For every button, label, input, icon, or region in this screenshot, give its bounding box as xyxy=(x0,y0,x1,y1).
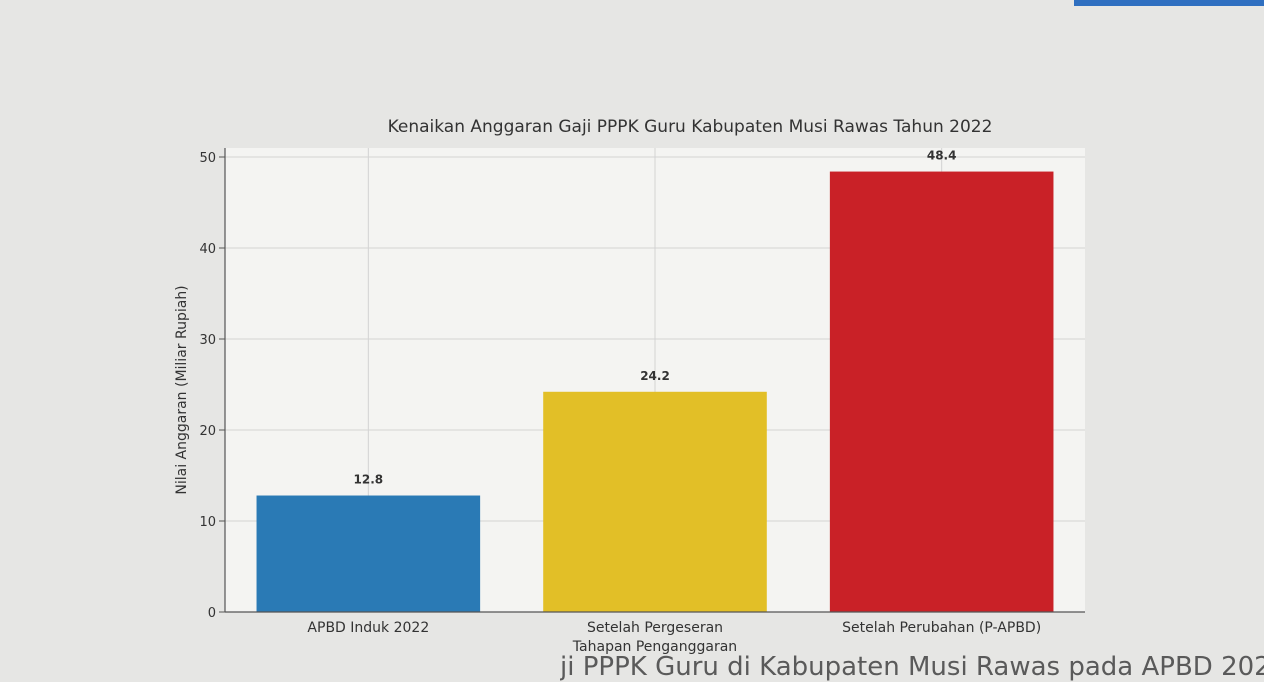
window-corner-tab xyxy=(1074,0,1264,6)
y-tick-label: 40 xyxy=(199,242,216,257)
figure-caption: ji PPPK Guru di Kabupaten Musi Rawas pad… xyxy=(560,652,1264,682)
data-label: 48.4 xyxy=(927,149,957,163)
x-tick-label-line: APBD Induk 2022 xyxy=(307,620,429,636)
data-label: 12.8 xyxy=(354,473,384,487)
y-tick-label: 50 xyxy=(199,151,216,166)
y-tick-label: 0 xyxy=(208,606,216,621)
x-tick-label-line: Tahapan Penganggaran xyxy=(572,639,737,655)
y-tick-label: 20 xyxy=(199,424,216,439)
x-tick-label-line: Setelah Perubahan (P-APBD) xyxy=(842,620,1041,636)
x-tick-label: Setelah Perubahan (P-APBD) xyxy=(842,620,1041,636)
bar xyxy=(256,495,481,612)
bar xyxy=(829,171,1054,612)
x-tick-label-line: Setelah Pergeseran xyxy=(587,620,723,636)
bar xyxy=(543,391,767,612)
data-label: 24.2 xyxy=(640,369,670,383)
y-tick-label: 10 xyxy=(199,515,216,530)
y-axis-label: Nilai Anggaran (Miliar Rupiah) xyxy=(174,285,190,494)
y-tick-label: 30 xyxy=(199,333,216,348)
x-tick-label: APBD Induk 2022 xyxy=(307,620,429,636)
x-tick-label: Setelah Pergeseran Tahapan Penganggaran xyxy=(572,620,737,655)
chart-title: Kenaikan Anggaran Gaji PPPK Guru Kabupat… xyxy=(388,117,993,137)
